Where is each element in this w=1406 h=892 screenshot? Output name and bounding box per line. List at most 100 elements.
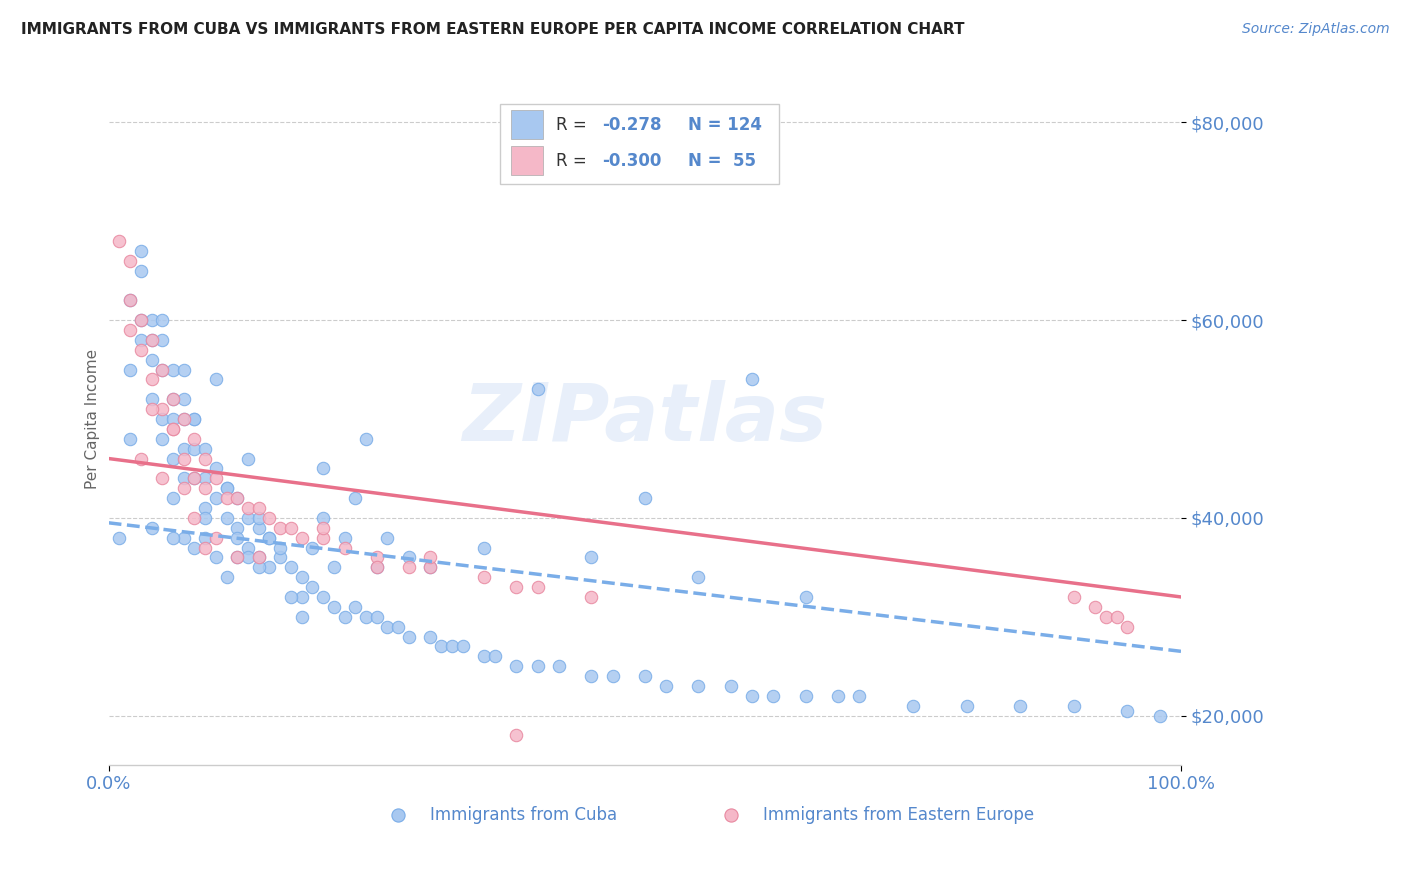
- Point: [333, 541, 356, 555]
- Point: [505, 659, 527, 673]
- Point: [312, 511, 335, 525]
- Point: [472, 570, 495, 584]
- Point: [247, 560, 270, 574]
- Point: [129, 313, 152, 327]
- Point: [194, 511, 217, 525]
- Point: [688, 570, 710, 584]
- Point: [1105, 609, 1128, 624]
- Point: [301, 580, 323, 594]
- Point: [205, 471, 228, 485]
- Text: Source: ZipAtlas.com: Source: ZipAtlas.com: [1241, 22, 1389, 37]
- Point: [472, 649, 495, 664]
- Point: [183, 541, 205, 555]
- Point: [291, 609, 314, 624]
- Point: [129, 263, 152, 277]
- Point: [848, 689, 870, 703]
- Point: [226, 550, 249, 565]
- Point: [150, 471, 173, 485]
- Point: [291, 570, 314, 584]
- Point: [1095, 609, 1118, 624]
- Point: [1063, 698, 1085, 713]
- Text: R =: R =: [555, 152, 592, 169]
- Point: [377, 531, 399, 545]
- Point: [301, 541, 323, 555]
- Point: [655, 679, 678, 693]
- Point: [236, 451, 259, 466]
- Point: [269, 550, 291, 565]
- Point: [269, 541, 291, 555]
- Point: [215, 481, 238, 495]
- Point: [141, 402, 163, 417]
- Point: [150, 362, 173, 376]
- Point: [472, 541, 495, 555]
- Point: [741, 689, 763, 703]
- Point: [269, 521, 291, 535]
- Point: [247, 550, 270, 565]
- Point: [602, 669, 624, 683]
- Point: [226, 491, 249, 505]
- Point: [419, 550, 441, 565]
- Point: [1063, 590, 1085, 604]
- Point: [1149, 708, 1171, 723]
- Point: [259, 531, 281, 545]
- Point: [194, 442, 217, 456]
- FancyBboxPatch shape: [510, 146, 543, 176]
- Point: [194, 451, 217, 466]
- Point: [1116, 704, 1139, 718]
- Point: [173, 412, 195, 426]
- Point: [129, 244, 152, 258]
- Point: [120, 323, 142, 337]
- Point: [505, 728, 527, 742]
- Point: [226, 531, 249, 545]
- Point: [183, 442, 205, 456]
- Point: [247, 521, 270, 535]
- Point: [226, 521, 249, 535]
- Text: Immigrants from Cuba: Immigrants from Cuba: [430, 805, 617, 824]
- Point: [205, 461, 228, 475]
- Point: [183, 471, 205, 485]
- Point: [194, 531, 217, 545]
- Point: [827, 689, 849, 703]
- Point: [194, 500, 217, 515]
- Point: [205, 372, 228, 386]
- Point: [205, 531, 228, 545]
- Point: [333, 609, 356, 624]
- Text: N = 124: N = 124: [688, 116, 762, 134]
- Point: [322, 599, 344, 614]
- Point: [794, 689, 817, 703]
- Point: [366, 560, 388, 574]
- Text: ZIPatlas: ZIPatlas: [463, 380, 827, 458]
- Point: [173, 471, 195, 485]
- Point: [291, 590, 314, 604]
- Point: [366, 560, 388, 574]
- Point: [162, 362, 184, 376]
- Point: [236, 500, 259, 515]
- Point: [173, 412, 195, 426]
- Point: [333, 531, 356, 545]
- Point: [226, 491, 249, 505]
- Point: [901, 698, 924, 713]
- Point: [366, 550, 388, 565]
- Point: [259, 531, 281, 545]
- Point: [215, 511, 238, 525]
- Point: [129, 333, 152, 347]
- Point: [150, 313, 173, 327]
- Point: [634, 491, 657, 505]
- Point: [247, 511, 270, 525]
- Point: [120, 293, 142, 308]
- Point: [162, 422, 184, 436]
- Point: [173, 442, 195, 456]
- Text: -0.278: -0.278: [602, 116, 661, 134]
- Point: [634, 669, 657, 683]
- Point: [162, 531, 184, 545]
- Point: [484, 649, 506, 664]
- Point: [183, 471, 205, 485]
- Point: [387, 619, 409, 633]
- Point: [129, 451, 152, 466]
- Point: [173, 531, 195, 545]
- Point: [205, 550, 228, 565]
- Point: [215, 491, 238, 505]
- Point: [366, 609, 388, 624]
- Point: [259, 511, 281, 525]
- Point: [548, 659, 571, 673]
